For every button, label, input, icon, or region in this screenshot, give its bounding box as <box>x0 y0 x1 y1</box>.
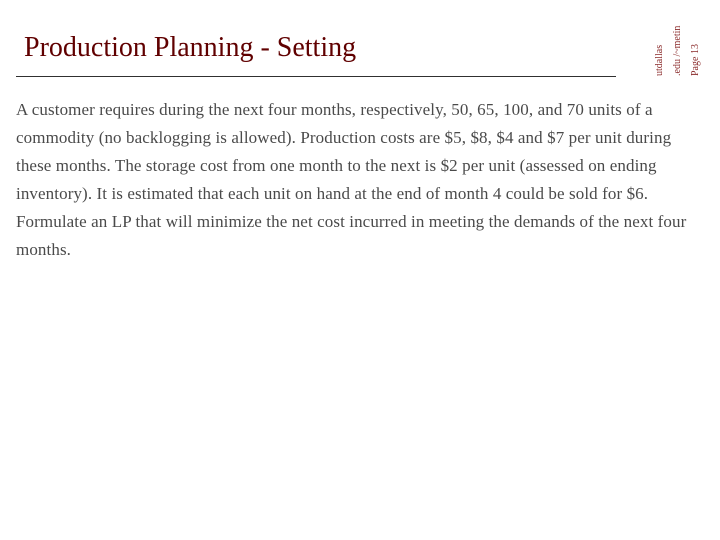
side-text-page: Page 13 <box>690 44 701 76</box>
sidebar-meta: utdallas .edu /~metin Page 13 <box>650 14 710 84</box>
slide: Production Planning - Setting A customer… <box>0 0 720 540</box>
body-paragraph: A customer requires during the next four… <box>16 96 704 264</box>
side-text-source-a: utdallas <box>654 45 665 76</box>
side-text-source-b: .edu /~metin <box>672 26 683 76</box>
slide-title: Production Planning - Setting <box>24 32 356 64</box>
horizontal-rule <box>16 76 616 77</box>
